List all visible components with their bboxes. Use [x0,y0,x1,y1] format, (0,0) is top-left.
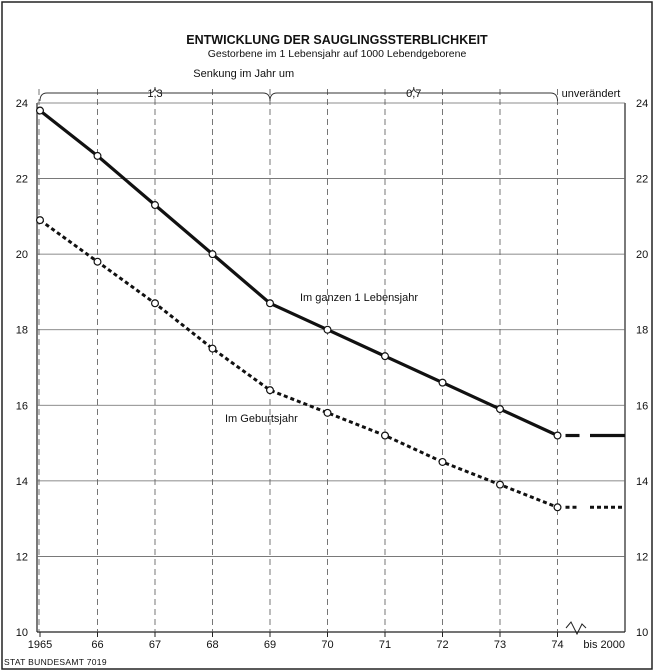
data-point [151,299,160,308]
data-point [93,151,102,160]
data-point [496,480,505,489]
data-point [381,431,390,440]
chart-title: ENTWICKLUNG DER SAUGLINGSSTERBLICHKEIT [186,33,488,47]
data-point [553,503,562,512]
data-point [208,250,217,259]
label-bg [218,63,340,77]
data-point [93,257,102,266]
period2-label: 0,7 [406,88,421,100]
chart-subtitle: Gestorbene im 1 Lebensjahr auf 1000 Lebe… [208,48,467,60]
period3-label: unverändert [562,88,621,100]
y-tick-label-left: 12 [16,551,28,563]
x-tick-label: 73 [494,639,506,651]
x-tick-label: 67 [149,639,161,651]
y-tick-label-left: 24 [16,98,28,110]
series-points [35,106,562,512]
data-point [496,405,505,414]
series-lines [39,109,625,509]
data-point [35,216,44,225]
y-tick-label-right: 18 [636,325,648,337]
period1-bracket [39,86,271,102]
data-point [381,352,390,361]
series-line-1 [39,109,559,437]
x-tick-label: 69 [264,639,276,651]
data-point [208,344,217,353]
x-tick-label: 1965 [28,639,52,651]
axis-break-icon [565,621,587,636]
data-point [151,201,160,210]
y-tick-label-right: 22 [636,174,648,186]
label-bg [401,85,426,98]
data-point [35,106,44,115]
y-tick-label-right: 12 [636,551,648,563]
y-tick-label-right: 16 [636,400,648,412]
data-point [323,408,332,417]
y-tick-label-left: 10 [16,627,28,639]
x-tick-label: 66 [91,639,103,651]
source-label: STAT BUNDESAMT 7019 [4,657,107,667]
y-tick-label-left: 16 [16,400,28,412]
x-tick-label: 74 [551,639,563,651]
data-point [323,325,332,334]
y-tick-label-left: 14 [16,476,28,488]
period1-label: 1,3 [147,88,162,100]
y-tick-label-left: 22 [16,174,28,186]
data-point [266,299,275,308]
y-tick-label-left: 18 [16,325,28,337]
period-header: Senkung im Jahr um [193,68,294,80]
y-tick-label-right: 14 [636,476,648,488]
period-annotations: 1,3 0,7 Senkung im Jahr um unverändert [39,63,621,102]
series-line-2 [39,218,559,509]
x-tick-label: 70 [321,639,333,651]
y-tick-label-right: 20 [636,249,648,261]
data-point [438,457,447,466]
data-point [553,431,562,440]
x-tick-label: 68 [206,639,218,651]
series-label-total: Im ganzen 1 Lebensjahr [300,292,418,304]
series-label-birth-year: Im Geburtsjahr [225,413,298,425]
y-tick-label-left: 20 [16,249,28,261]
y-tick-label-right: 10 [636,627,648,639]
x-tick-label: 71 [379,639,391,651]
data-point [266,386,275,395]
data-point [438,378,447,387]
tick-labels: 10 10 12 12 14 14 16 16 18 18 20 20 22 22 24 24 1965 66 67… [16,98,649,651]
grid [36,89,626,637]
period2-bracket [269,86,558,102]
x-tick-label-extension: bis 2000 [583,639,625,651]
y-tick-label-right: 24 [636,98,648,110]
label-bg [143,85,167,98]
x-tick-label: 72 [436,639,448,651]
